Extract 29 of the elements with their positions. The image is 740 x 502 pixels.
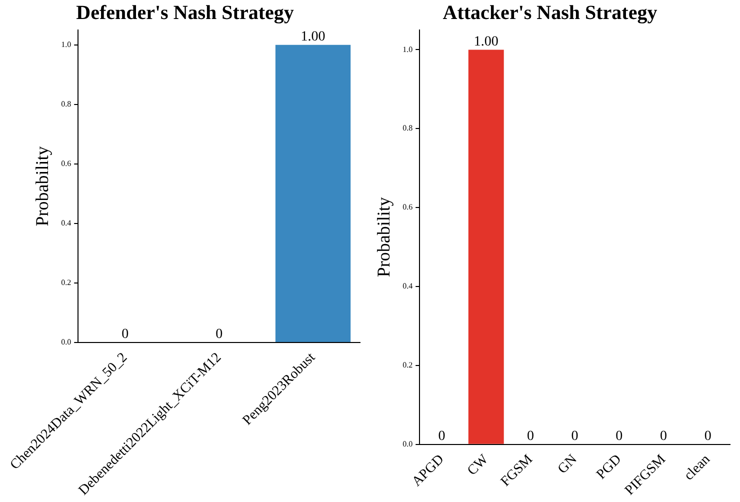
data-label: 0 [122,327,129,342]
data-label: 0 [526,429,534,444]
data-label: 0 [616,429,623,444]
data-label: 0 [438,429,446,444]
data-label: 0 [660,429,667,444]
y-tick-label: 0.6 [402,202,413,212]
y-tick-label: 0.2 [61,278,72,288]
y-tick-label: 0.2 [402,360,413,370]
data-label: 1.00 [300,30,326,45]
y-tick-label: 0.8 [61,99,72,108]
y-axis-title: Probability [374,197,394,278]
y-tick-label: 0.0 [61,338,72,347]
x-tick-label: clean [682,452,714,484]
y-tick-label: 1.0 [402,44,413,54]
y-tick-label: 0.4 [61,218,72,228]
y-axis-title: Probability [32,146,52,226]
y-tick-label: 1.0 [61,40,72,49]
y-tick-label: 0.0 [402,439,413,448]
x-tick-label: CW [464,452,492,479]
data-label: 0 [216,327,223,342]
y-tick-label: 0.8 [402,124,413,133]
data-label: 1.00 [474,34,498,50]
x-tick-label: GN [555,452,580,478]
chart-title: Attacker's Nash Strategy [442,2,658,24]
data-label: 0 [571,429,578,444]
y-tick-label: 0.4 [402,282,413,291]
y-tick-label: 0.6 [61,159,72,168]
data-label: 0 [704,429,712,444]
chart-title: Defender's Nash Strategy [76,2,294,24]
